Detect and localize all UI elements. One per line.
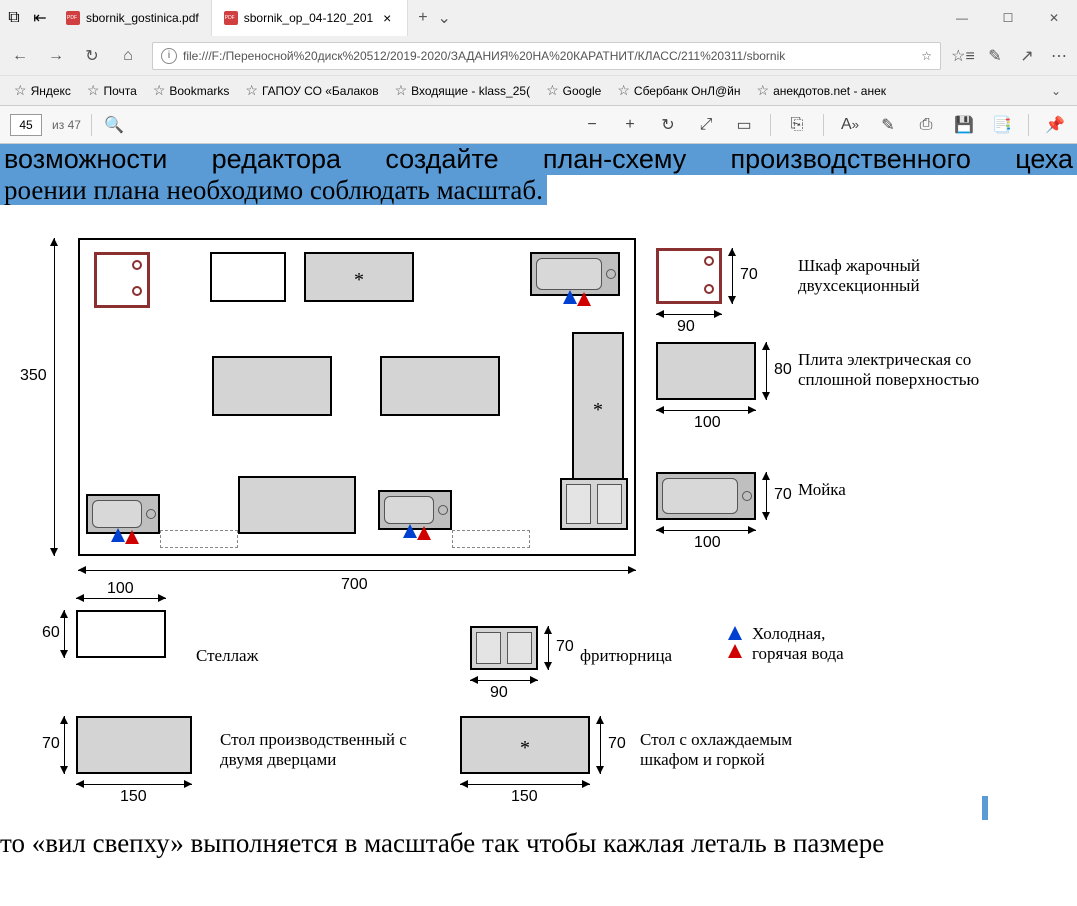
tab-menu-icon[interactable]: ⌄ [438, 8, 451, 28]
star-icon: ☆ [395, 82, 408, 99]
star-icon: ☆ [546, 82, 559, 99]
home-button[interactable]: ⌂ [116, 44, 140, 68]
toc-icon[interactable]: ⎘ [785, 113, 809, 137]
star-icon: ☆ [153, 82, 166, 99]
bookmarks-overflow-icon[interactable]: ⌄ [1043, 84, 1069, 98]
close-button[interactable]: ✕ [1031, 0, 1077, 36]
info-icon[interactable]: i [161, 48, 177, 64]
new-tab-controls: + ⌄ [408, 0, 461, 36]
star-icon: ☆ [757, 82, 770, 99]
tab-title: sbornik_op_04-120_201 [244, 11, 373, 25]
back-button[interactable]: ← [8, 44, 32, 68]
bookmark-item[interactable]: ☆Почта [81, 82, 143, 99]
pin-icon[interactable]: 📌 [1043, 113, 1067, 137]
rotate-icon[interactable]: ↻ [656, 113, 680, 137]
bookmark-item[interactable]: ☆Яндекс [8, 82, 77, 99]
new-tab-icon[interactable]: + [418, 9, 427, 27]
pdf-toolbar: из 47 🔍 − + ↻ ⤢ ▭ ⎘ A» ✎ ⎙ 💾 📑 📌 [0, 106, 1077, 144]
draw-icon[interactable]: ✎ [876, 113, 900, 137]
tab-title: sbornik_gostinica.pdf [86, 11, 199, 25]
minimize-button[interactable]: — [939, 0, 985, 36]
bookmark-item[interactable]: ☆Сбербанк ОнЛ@йн [611, 82, 746, 99]
bookmark-item[interactable]: ☆ГАПОУ СО «Балаков [239, 82, 384, 99]
tab-active[interactable]: sbornik_op_04-120_201 × [212, 0, 408, 36]
save-as-icon[interactable]: 📑 [990, 113, 1014, 137]
tab-inactive[interactable]: sbornik_gostinica.pdf [54, 0, 212, 36]
save-icon[interactable]: 💾 [952, 113, 976, 137]
more-icon[interactable]: ⋯ [1049, 46, 1069, 66]
refresh-button[interactable]: ↻ [80, 44, 104, 68]
pdf-icon [224, 11, 238, 25]
url-text: file:///F:/Переносной%20диск%20512/2019-… [183, 49, 921, 63]
titlebar: ⧉ ⇤ sbornik_gostinica.pdf sbornik_op_04-… [0, 0, 1077, 36]
zoom-out-icon[interactable]: − [580, 113, 604, 137]
bookmark-item[interactable]: ☆Bookmarks [147, 82, 236, 99]
window-copy-icon[interactable]: ⧉ [6, 10, 22, 26]
star-icon: ☆ [87, 82, 100, 99]
highlighted-text-line1: возможности редактора создайте план-схем… [0, 144, 1077, 175]
pdf-icon [66, 11, 80, 25]
address-bar: ← → ↻ ⌂ i file:///F:/Переносной%20диск%2… [0, 36, 1077, 76]
fit-icon[interactable]: ⤢ [694, 113, 718, 137]
close-tab-icon[interactable]: × [379, 10, 395, 26]
page-number-input[interactable] [10, 114, 42, 136]
print-icon[interactable]: ⎙ [914, 113, 938, 137]
pdf-content: возможности редактора создайте план-схем… [0, 144, 1077, 206]
bookmark-item[interactable]: ☆Google [540, 82, 607, 99]
tabs: sbornik_gostinica.pdf sbornik_op_04-120_… [54, 0, 939, 36]
page-view-icon[interactable]: ▭ [732, 113, 756, 137]
zoom-in-icon[interactable]: + [618, 113, 642, 137]
reading-icon[interactable]: ✎ [985, 46, 1005, 66]
bookmarks-bar: ☆Яндекс ☆Почта ☆Bookmarks ☆ГАПОУ СО «Бал… [0, 76, 1077, 106]
star-icon: ☆ [245, 82, 258, 99]
text-line2: роении плана необходимо соблюдать масшта… [0, 175, 1077, 206]
star-icon: ☆ [617, 82, 630, 99]
share-icon[interactable]: ↗ [1017, 46, 1037, 66]
bookmark-item[interactable]: ☆Входящие - klass_25( [389, 82, 536, 99]
search-icon[interactable]: 🔍 [102, 113, 126, 137]
maximize-button[interactable]: ☐ [985, 0, 1031, 36]
read-aloud-icon[interactable]: A» [838, 113, 862, 137]
favorite-icon[interactable]: ☆ [921, 49, 932, 63]
bookmark-item[interactable]: ☆анекдотов.net - анек [751, 82, 893, 99]
floorplan-diagram: 350700**9070Шкаф жарочный двухсекционный… [0, 206, 1077, 906]
favorites-icon[interactable]: ☆≡ [953, 46, 973, 66]
forward-button[interactable]: → [44, 44, 68, 68]
url-input[interactable]: i file:///F:/Переносной%20диск%20512/201… [152, 42, 941, 70]
page-total-label: из 47 [52, 118, 81, 132]
star-icon: ☆ [14, 82, 27, 99]
window-split-icon[interactable]: ⇤ [32, 10, 48, 26]
